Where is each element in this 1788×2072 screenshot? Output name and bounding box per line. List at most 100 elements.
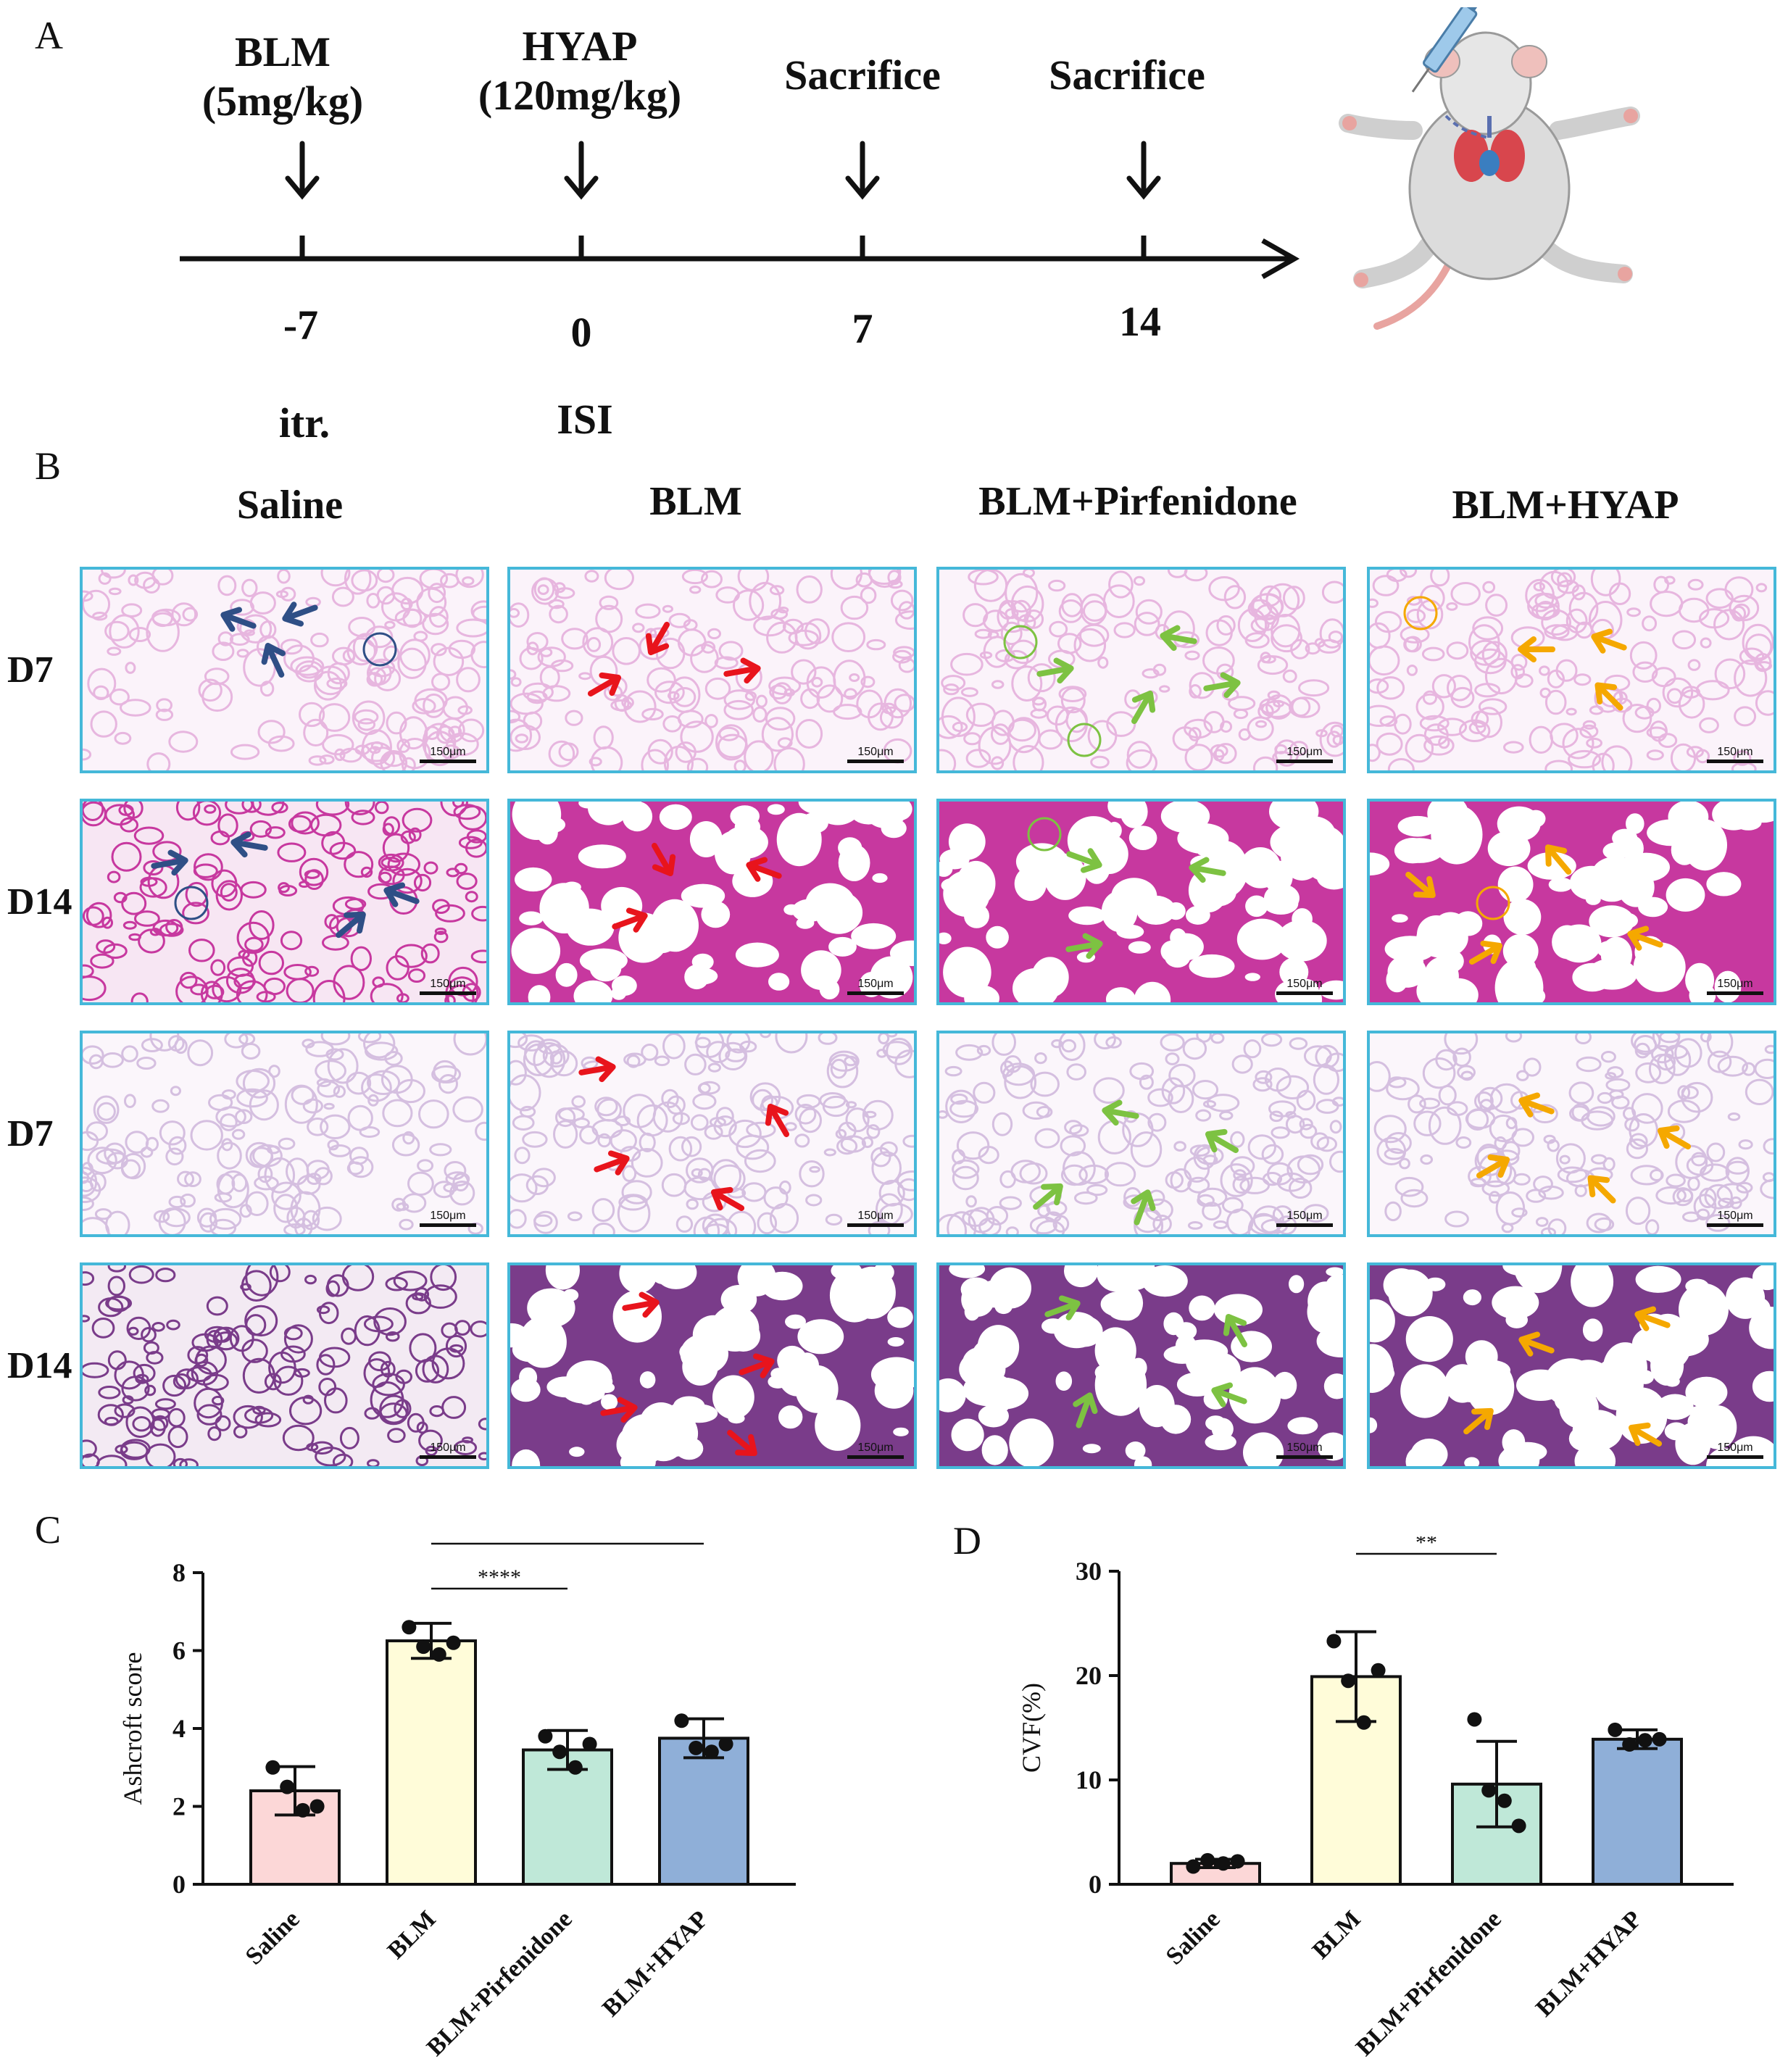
annotation-arrow-icon — [1587, 1175, 1616, 1204]
annotation-arrow-icon — [1476, 1154, 1510, 1178]
annotation-arrow-icon — [1033, 1183, 1063, 1210]
scale-bar-line — [847, 1223, 904, 1227]
tissue-texture — [1370, 570, 1774, 770]
timeline-day-label: 7 — [852, 305, 873, 352]
bar — [1592, 1737, 1683, 1886]
annotation-arrow-icon — [1044, 1295, 1081, 1320]
annotation-arrow-icon — [645, 621, 670, 656]
y-tick-label: 6 — [172, 1636, 186, 1665]
tissue-texture — [83, 570, 486, 770]
scale-bar-line — [420, 1455, 476, 1459]
scale-bar-label: 150μm — [857, 746, 894, 758]
panel-label-d: D — [953, 1519, 981, 1563]
event-label-line: (120mg/kg) — [478, 72, 682, 120]
scale-bar: 150μm — [420, 976, 476, 995]
data-point — [1511, 1818, 1526, 1834]
micrograph-image: 150μm — [1367, 799, 1776, 1005]
annotation-arrow-icon — [622, 1291, 660, 1318]
scale-bar: 150μm — [1707, 976, 1763, 995]
region-circle — [1403, 596, 1438, 631]
scale-bar-line — [1707, 991, 1763, 995]
event-label-line: BLM — [234, 28, 331, 75]
annotation-arrow-icon — [1131, 1189, 1156, 1226]
annotation-arrow-icon — [1594, 682, 1623, 711]
region-circle — [1027, 817, 1062, 852]
micrograph-image: 150μm — [936, 1262, 1346, 1469]
bar — [658, 1736, 749, 1886]
y-axis-label: Ashcroft score — [118, 1652, 147, 1805]
annotation-arrow-icon — [1657, 1125, 1692, 1149]
scale-bar-label: 150μm — [1286, 746, 1323, 758]
scale-bar-line — [1707, 1223, 1763, 1227]
tissue-texture — [83, 802, 486, 1002]
annotation-arrow-icon — [1405, 871, 1436, 899]
scale-bar-line — [847, 1455, 904, 1459]
scale-bar-line — [1276, 1223, 1333, 1227]
scale-bar-label: 150μm — [857, 1210, 894, 1222]
data-point — [446, 1635, 461, 1650]
scale-bar-line — [847, 760, 904, 763]
scale-bar-label: 150μm — [430, 1210, 466, 1222]
data-point — [1497, 1793, 1512, 1808]
annotation-arrow-icon — [1160, 625, 1197, 652]
annotation-arrow-icon — [1463, 1407, 1494, 1435]
event-label-line: (5mg/kg) — [201, 78, 364, 125]
data-point — [265, 1760, 280, 1775]
y-tick-label: 2 — [172, 1792, 186, 1821]
significance-label: **** — [546, 1536, 589, 1544]
scale-bar-label: 150μm — [1717, 978, 1753, 990]
annotation-arrow-icon — [1544, 844, 1572, 875]
data-point — [538, 1728, 553, 1744]
annotation-arrow-icon — [1223, 1313, 1247, 1348]
timeline-day-label: 14 — [1119, 298, 1161, 345]
scale-bar-label: 150μm — [1717, 746, 1753, 758]
scale-bar: 150μm — [1276, 1440, 1333, 1459]
annotation-arrow-icon — [336, 911, 366, 939]
micrograph-image: 150μm — [1367, 1031, 1776, 1237]
micrograph-image: 150μm — [80, 1031, 489, 1237]
significance-label: ** — [1415, 1536, 1437, 1555]
scale-bar-label: 150μm — [1286, 1441, 1323, 1454]
ashcroft-score-chart: 0 2 4 6 8 Ashcroft score Saline BLMBLM+Pirfenid… — [118, 1536, 796, 2061]
scale-bar: 150μm — [420, 1440, 476, 1459]
data-point — [1186, 1859, 1201, 1874]
scale-bar: 150μm — [847, 744, 904, 763]
scale-bar-label: 150μm — [1286, 1210, 1323, 1222]
scale-bar-line — [1707, 760, 1763, 763]
column-header: BLM+Pirfenidone — [978, 479, 1297, 524]
scale-bar-line — [1276, 1455, 1333, 1459]
tissue-texture — [1370, 802, 1774, 1002]
annotation-arrow-icon — [652, 842, 676, 877]
scale-bar: 150μm — [420, 1208, 476, 1227]
tissue-texture — [939, 1265, 1343, 1466]
event-label-line: HYAP — [522, 22, 638, 70]
scale-bar-label: 150μm — [430, 1441, 466, 1454]
tissue-texture — [83, 1033, 486, 1234]
annotation-arrow-icon — [1518, 1331, 1555, 1357]
x-category-label: Saline — [1161, 1905, 1226, 1970]
micrograph-image: 150μm — [80, 799, 489, 1005]
row-label: D14 — [7, 881, 72, 923]
x-category-label: BLM+Pirfenidone — [1351, 1905, 1507, 2061]
micrograph-image: 150μm — [936, 567, 1346, 773]
tissue-texture — [510, 1265, 914, 1466]
annotation-arrow-icon — [587, 672, 622, 696]
scale-bar-line — [1276, 991, 1333, 995]
scale-bar: 150μm — [847, 1208, 904, 1227]
bar — [386, 1639, 477, 1886]
annotation-arrow-icon — [1591, 628, 1627, 654]
x-category-label: BLM — [383, 1905, 441, 1964]
micrograph-image: 150μm — [80, 567, 489, 773]
annotation-arrow-icon — [594, 1150, 630, 1176]
tissue-texture — [510, 570, 914, 770]
timeline-event-label: Sacrifice — [1011, 51, 1243, 100]
region-circle — [174, 886, 209, 920]
tissue-texture — [83, 1265, 486, 1466]
mouse-illustration — [1339, 7, 1640, 330]
data-point — [718, 1736, 733, 1752]
annotation-arrow-icon — [1518, 1092, 1555, 1118]
timeline-day-label: -7 — [283, 301, 319, 349]
x-category-label: BLM+HYAP — [1531, 1905, 1647, 2022]
annotation-arrow-icon — [151, 849, 188, 876]
annotation-arrow-icon — [1211, 1382, 1247, 1407]
